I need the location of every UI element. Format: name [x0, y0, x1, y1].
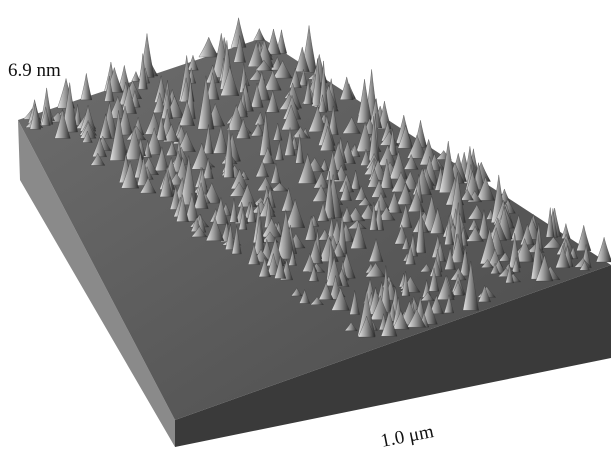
- peak: [577, 225, 591, 251]
- peak: [596, 237, 611, 262]
- peak: [81, 73, 92, 100]
- height-label: 6.9 nm: [8, 60, 61, 81]
- peak: [340, 77, 353, 100]
- peak: [199, 37, 219, 57]
- peak: [132, 72, 141, 82]
- width-label: 1.0 μm: [379, 421, 436, 452]
- afm-figure: 6.9 nm 1.0 μm: [0, 0, 611, 475]
- peak: [254, 28, 265, 40]
